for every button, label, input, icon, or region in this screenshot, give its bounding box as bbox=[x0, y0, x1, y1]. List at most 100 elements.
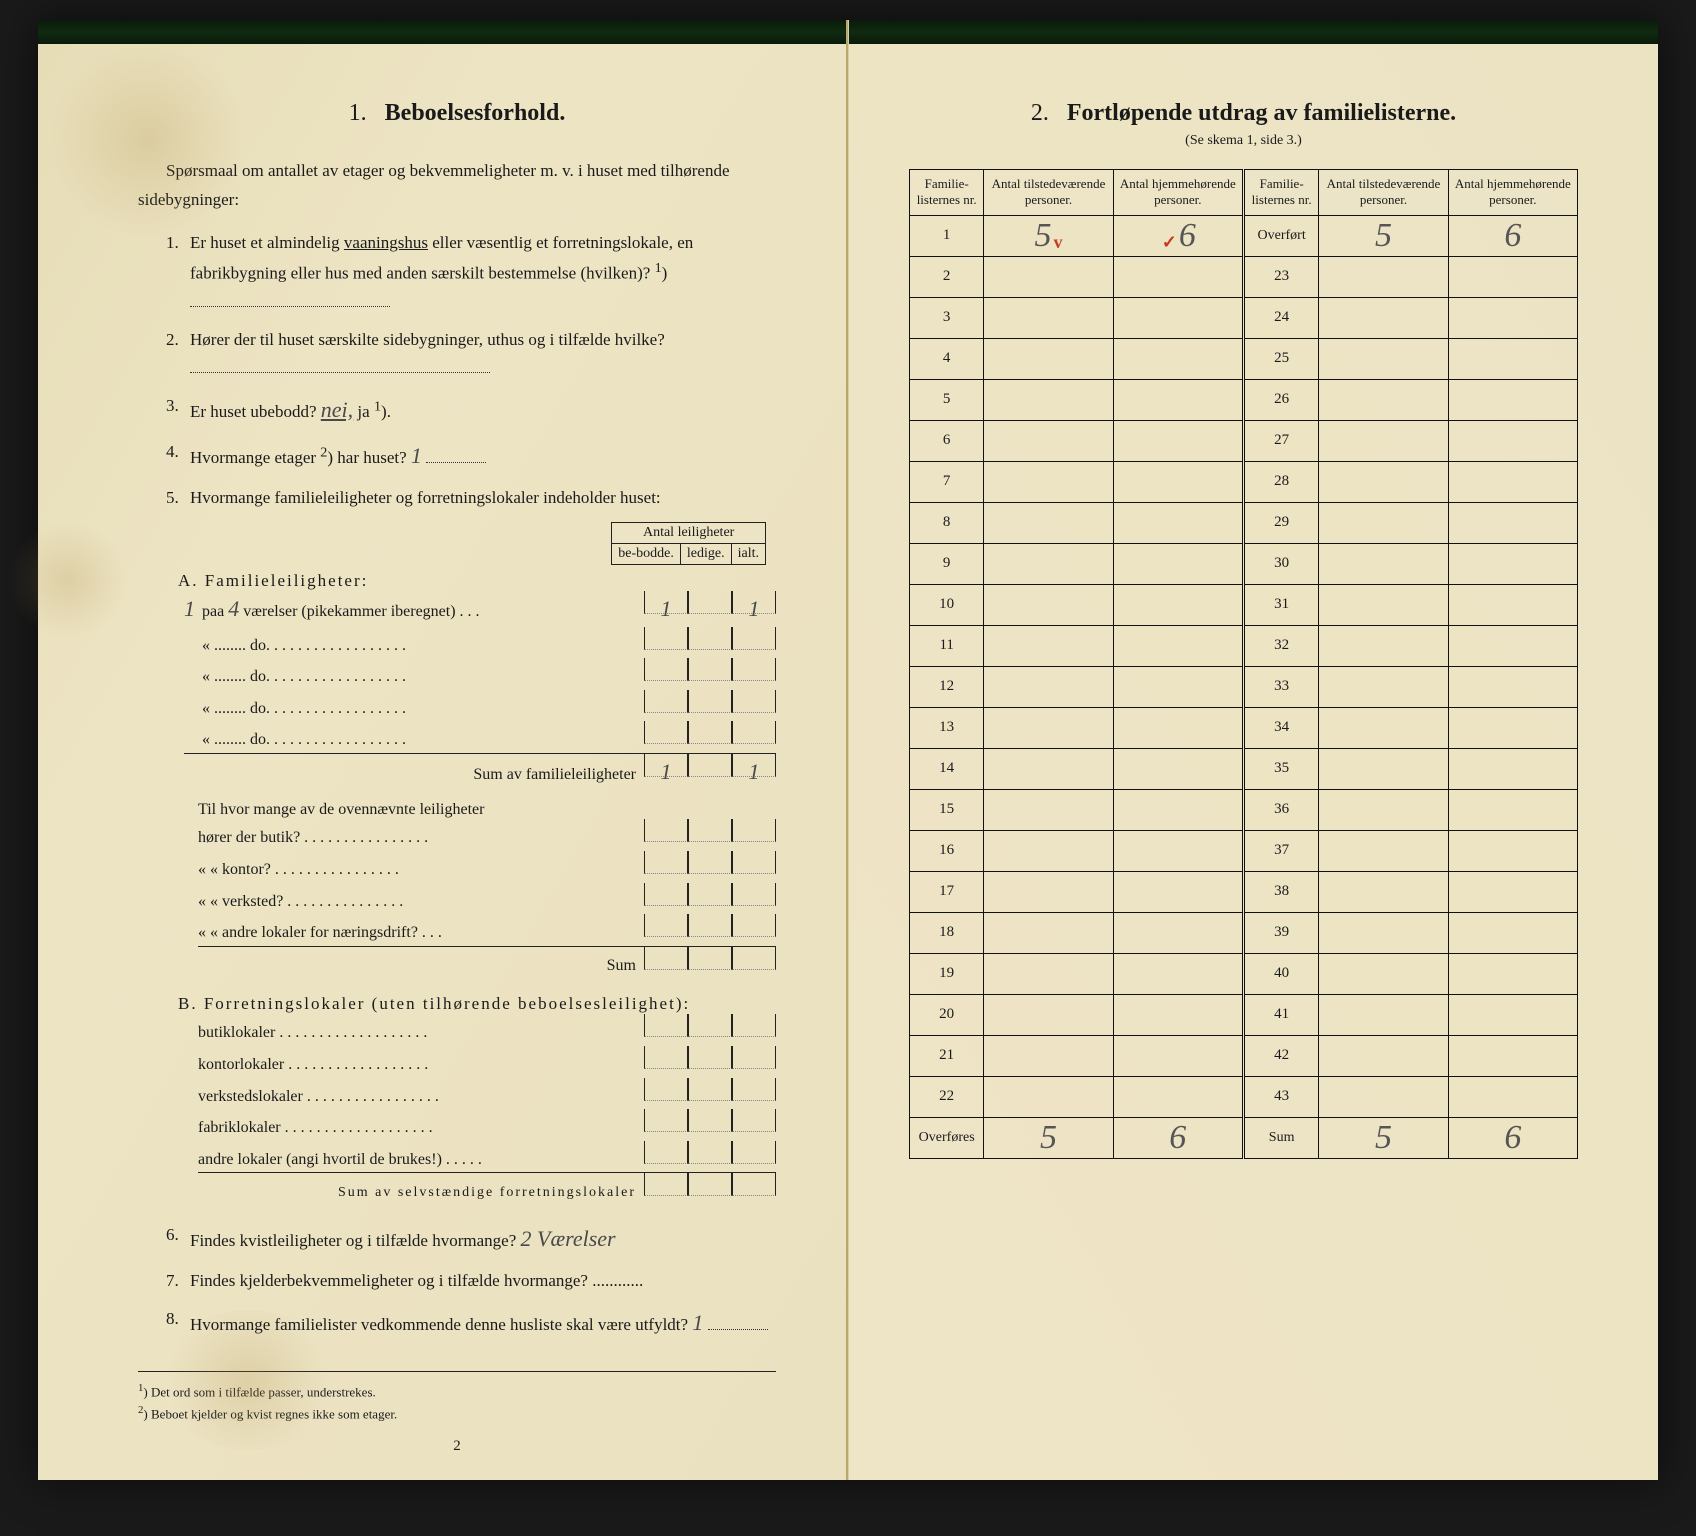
cell-tilstede bbox=[984, 748, 1113, 789]
cell-hjemme bbox=[1448, 420, 1577, 461]
row-nr: 43 bbox=[1243, 1076, 1318, 1117]
q-text: Er huset et almindelig bbox=[190, 233, 344, 252]
row-nr: 35 bbox=[1243, 748, 1318, 789]
cell-tilstede bbox=[984, 461, 1113, 502]
cell-hjemme bbox=[1448, 502, 1577, 543]
question-4: 4. Hvormange etager 2) har huset? 1 bbox=[166, 438, 776, 474]
table-row: 1334 bbox=[910, 707, 1578, 748]
cell-tilstede bbox=[1319, 748, 1448, 789]
inner-header-col: ledige. bbox=[680, 544, 731, 565]
row-nr: 27 bbox=[1243, 420, 1318, 461]
cell-tilstede bbox=[1319, 912, 1448, 953]
cell-ialt: 1 bbox=[732, 754, 776, 777]
cell-hjemme bbox=[1113, 707, 1243, 748]
cell-hjemme bbox=[1448, 830, 1577, 871]
a-row-label: « ........ do. . . . . . . . . . . . . .… bbox=[202, 633, 644, 659]
cell-hjemme bbox=[1448, 707, 1577, 748]
sum-label: Sum bbox=[1243, 1117, 1318, 1158]
a-row: 1 paa 4 værelser (pikekammer iberegnet) … bbox=[184, 591, 776, 626]
cell-tilstede bbox=[1319, 830, 1448, 871]
footer-cell: 6 bbox=[1113, 1117, 1243, 1158]
row-nr: 10 bbox=[910, 584, 984, 625]
q-text: ja bbox=[357, 402, 374, 421]
row-nr: 38 bbox=[1243, 871, 1318, 912]
a-extra-row: « « andre lokaler for næringsdrift? . . … bbox=[198, 914, 776, 946]
row-nr: 19 bbox=[910, 953, 984, 994]
row-nr: 34 bbox=[1243, 707, 1318, 748]
cell-hjemme bbox=[1113, 912, 1243, 953]
b-row: verkstedslokaler . . . . . . . . . . . .… bbox=[198, 1078, 776, 1110]
cell-hjemme bbox=[1113, 297, 1243, 338]
q-text: Er huset ubebodd? bbox=[190, 402, 321, 421]
question-5: 5. Hvormange familieleiligheter og forre… bbox=[166, 484, 776, 512]
row-nr: 9 bbox=[910, 543, 984, 584]
cell-tilstede bbox=[984, 256, 1113, 297]
cell-hjemme bbox=[1113, 748, 1243, 789]
question-list: 1. Er huset et almindelig vaaningshus el… bbox=[138, 229, 776, 513]
question-8: 8. Hvormange familielister vedkommende d… bbox=[166, 1305, 776, 1341]
row-nr: 39 bbox=[1243, 912, 1318, 953]
cell-tilstede bbox=[984, 666, 1113, 707]
cell-hjemme bbox=[1448, 789, 1577, 830]
cell-hjemme bbox=[1113, 543, 1243, 584]
handwritten-answer: 1 bbox=[692, 1310, 703, 1335]
question-2: 2. Hører der til huset særskilte sidebyg… bbox=[166, 326, 776, 382]
cell-ialt: 1 bbox=[732, 591, 776, 614]
row-nr: 7 bbox=[910, 461, 984, 502]
row-nr: 31 bbox=[1243, 584, 1318, 625]
q-text: Hvormange etager bbox=[190, 448, 320, 467]
row-nr: 18 bbox=[910, 912, 984, 953]
a-row: « ........ do. . . . . . . . . . . . . .… bbox=[184, 658, 776, 690]
row-nr: 16 bbox=[910, 830, 984, 871]
row-nr: 12 bbox=[910, 666, 984, 707]
a-row: « ........ do. . . . . . . . . . . . . .… bbox=[184, 627, 776, 659]
film-strip bbox=[849, 20, 1658, 44]
cell-hjemme bbox=[1448, 748, 1577, 789]
cell-hjemme bbox=[1113, 994, 1243, 1035]
a-extra-row: « « kontor? . . . . . . . . . . . . . . … bbox=[198, 851, 776, 883]
row-nr: 25 bbox=[1243, 338, 1318, 379]
q-text: Hører der til huset særskilte sidebygnin… bbox=[190, 330, 665, 349]
cell-tilstede bbox=[1319, 789, 1448, 830]
row-nr: 33 bbox=[1243, 666, 1318, 707]
cell-tilstede bbox=[1319, 379, 1448, 420]
q-number: 5. bbox=[166, 484, 179, 512]
table-row: 2142 bbox=[910, 1035, 1578, 1076]
row-nr: 23 bbox=[1243, 256, 1318, 297]
row-nr: 37 bbox=[1243, 830, 1318, 871]
question-7: 7. Findes kjelderbekvemmeligheter og i t… bbox=[166, 1267, 776, 1295]
cell-hjemme bbox=[1448, 625, 1577, 666]
a-sum-row: Sum av familieleiligheter 1 1 bbox=[184, 753, 776, 788]
a-sum-label: Sum av familieleiligheter bbox=[202, 762, 644, 788]
section-title-text: Beboelsesforhold. bbox=[385, 100, 566, 126]
q-number: 1. bbox=[166, 229, 179, 257]
footnote-ref: 1 bbox=[374, 398, 381, 414]
col-tilstede: Antal tilstedeværende personer. bbox=[984, 170, 1113, 216]
cell-tilstede bbox=[1319, 297, 1448, 338]
table-footer-row: Overføres 5 6 Sum 5 6 bbox=[910, 1117, 1578, 1158]
cell-hjemme bbox=[1113, 420, 1243, 461]
row-nr: 8 bbox=[910, 502, 984, 543]
cell-bebodde: 1 bbox=[644, 591, 688, 614]
row-nr: 41 bbox=[1243, 994, 1318, 1035]
blank-line bbox=[190, 306, 390, 307]
cell-tilstede bbox=[1319, 1076, 1448, 1117]
cell-tilstede bbox=[1319, 502, 1448, 543]
inner-header-span: Antal leiligheter bbox=[612, 523, 766, 544]
cell-hjemme: 6 bbox=[1448, 215, 1577, 256]
cell-tilstede bbox=[1319, 543, 1448, 584]
row-nr: 30 bbox=[1243, 543, 1318, 584]
q-text: ). bbox=[381, 402, 391, 421]
handwritten-answer: nei, bbox=[321, 397, 353, 422]
cell-hjemme bbox=[1113, 338, 1243, 379]
row-nr: 40 bbox=[1243, 953, 1318, 994]
cell-tilstede bbox=[984, 297, 1113, 338]
inner-table-wrap: Antal leiligheter be-bodde. ledige. ialt… bbox=[138, 522, 776, 565]
cell-hjemme bbox=[1448, 297, 1577, 338]
row-nr: 36 bbox=[1243, 789, 1318, 830]
cell-hjemme bbox=[1448, 338, 1577, 379]
cell-tilstede bbox=[1319, 584, 1448, 625]
blank-line bbox=[708, 1329, 768, 1330]
page-number: 2 bbox=[138, 1438, 776, 1455]
table-row: 1637 bbox=[910, 830, 1578, 871]
